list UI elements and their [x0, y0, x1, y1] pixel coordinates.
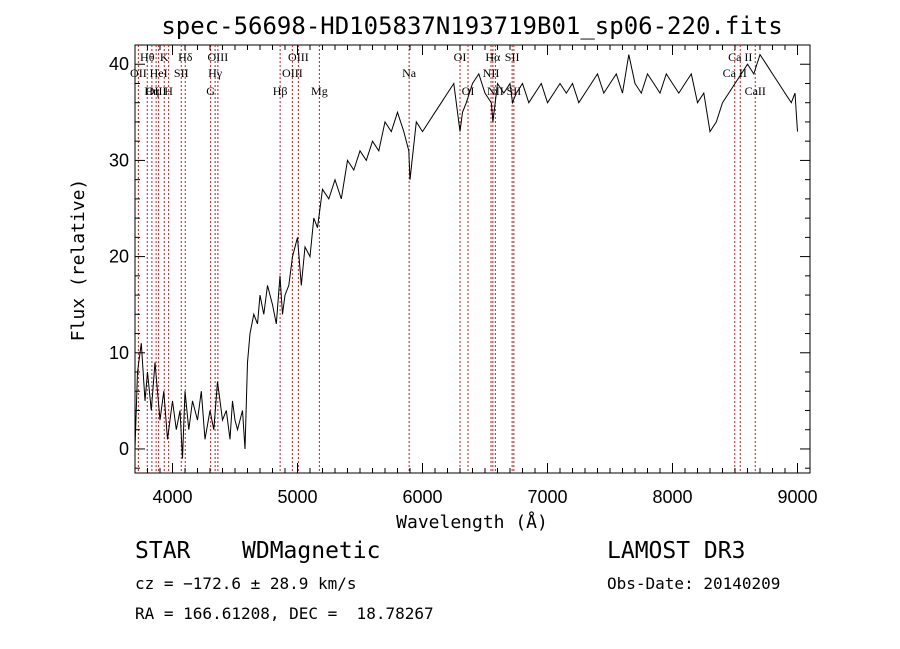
x-tick-label: 7000	[527, 487, 567, 507]
line-label: Hα	[485, 50, 501, 64]
y-tick-label: 10	[109, 343, 129, 363]
line-label: K	[160, 50, 169, 64]
line-label: SII	[505, 50, 520, 64]
y-tick-label: 0	[119, 439, 129, 459]
line-label: Na	[402, 66, 417, 80]
line-label: Hγ	[208, 66, 223, 80]
line-label: OI	[454, 50, 467, 64]
ra-dec-coordinates: RA = 166.61208, DEC = 18.78267	[135, 604, 434, 623]
x-tick-label: 4000	[152, 487, 192, 507]
line-label: Ca II	[728, 50, 752, 64]
line-label: OIII	[282, 66, 303, 80]
line-label: Ca II	[723, 66, 747, 80]
line-label: CaII	[745, 84, 766, 98]
x-tick-label: 5000	[277, 487, 317, 507]
object-subclass: WDMagnetic	[242, 538, 381, 564]
y-axis-label: Flux (relative)	[68, 179, 89, 342]
redshift-velocity: cz = −172.6 ± 28.9 km/s	[135, 574, 357, 593]
line-label: Hθ	[140, 50, 155, 64]
line-label: OIII	[146, 84, 167, 98]
plot-frame	[134, 44, 811, 474]
x-axis-label: Wavelength (Å)	[396, 511, 548, 533]
x-axis-ticks: 4000 5000 6000 7000 8000 9000	[134, 45, 818, 507]
line-label: Hβ	[273, 84, 288, 98]
line-label: Mg	[311, 84, 328, 98]
line-label: G	[206, 84, 215, 98]
y-tick-label: 30	[109, 150, 129, 170]
observation-date: Obs-Date: 20140209	[607, 574, 781, 593]
y-axis-ticks: 0 10 20 30 40	[109, 44, 810, 469]
survey-name: LAMOST DR3	[607, 538, 746, 564]
line-label: SII	[174, 66, 189, 80]
line-label: HeI	[150, 66, 168, 80]
line-label: H	[164, 84, 173, 98]
chart-title: spec-56698-HD105837N193719B01_sp06-220.f…	[161, 12, 782, 40]
line-label: OII	[130, 66, 147, 80]
line-label: Hδ	[178, 50, 193, 64]
spectrum-chart: spec-56698-HD105837N193719B01_sp06-220.f…	[68, 12, 818, 533]
x-tick-label: 8000	[652, 487, 692, 507]
line-markers	[137, 45, 756, 473]
object-class: STAR	[135, 538, 191, 564]
line-label: NII	[487, 84, 504, 98]
line-label: OIII	[288, 50, 309, 64]
x-tick-label: 9000	[777, 487, 817, 507]
y-tick-label: 20	[109, 247, 129, 267]
line-label: Hη	[144, 84, 159, 98]
x-tick-label: 6000	[402, 487, 442, 507]
y-tick-label: 40	[109, 54, 129, 74]
line-label: OIII	[208, 50, 229, 64]
spectrum-line	[134, 53, 798, 459]
line-label: NII	[483, 66, 500, 80]
